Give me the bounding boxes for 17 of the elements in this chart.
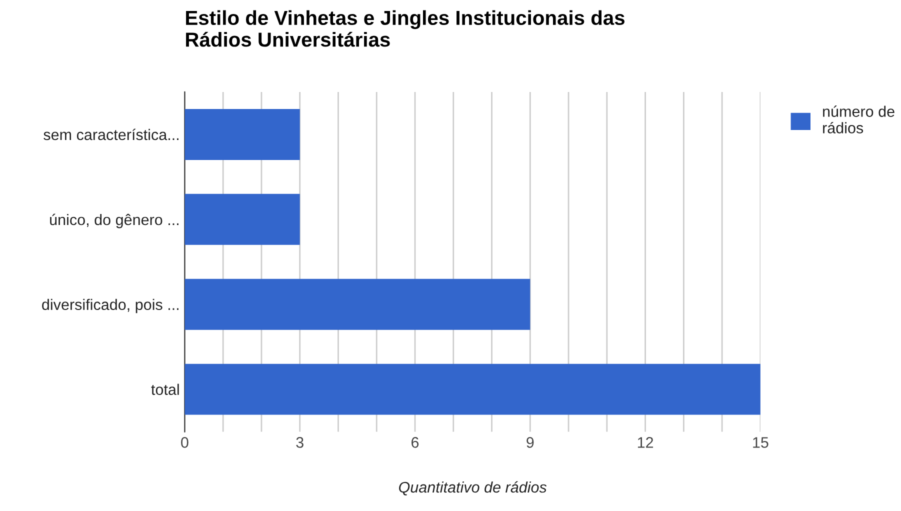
x-tick-label: 3	[296, 437, 304, 448]
bar	[184, 278, 530, 330]
y-tick-label: único, do gênero ...	[50, 214, 178, 228]
x-tick-label: 0	[181, 437, 188, 448]
bar	[184, 108, 300, 160]
chart-title: Estilo de Vinhetas e Jingles Institucionais das Rádios Universitárias	[186, 10, 624, 47]
bar	[184, 194, 300, 245]
y-tick-label: total	[151, 384, 179, 396]
bar	[184, 364, 760, 415]
legend-label: número de rádios	[823, 106, 894, 134]
y-tick-label: diversificado, pois ...	[42, 298, 178, 314]
x-tick-label: 6	[412, 437, 419, 448]
x-tick-label: 9	[526, 437, 534, 448]
x-axis-title: Quantitativo de rádios	[399, 481, 547, 496]
x-tick-label: 15	[753, 437, 768, 448]
y-tick-label: sem característica...	[44, 128, 178, 140]
x-tick-label: 12	[638, 437, 654, 448]
